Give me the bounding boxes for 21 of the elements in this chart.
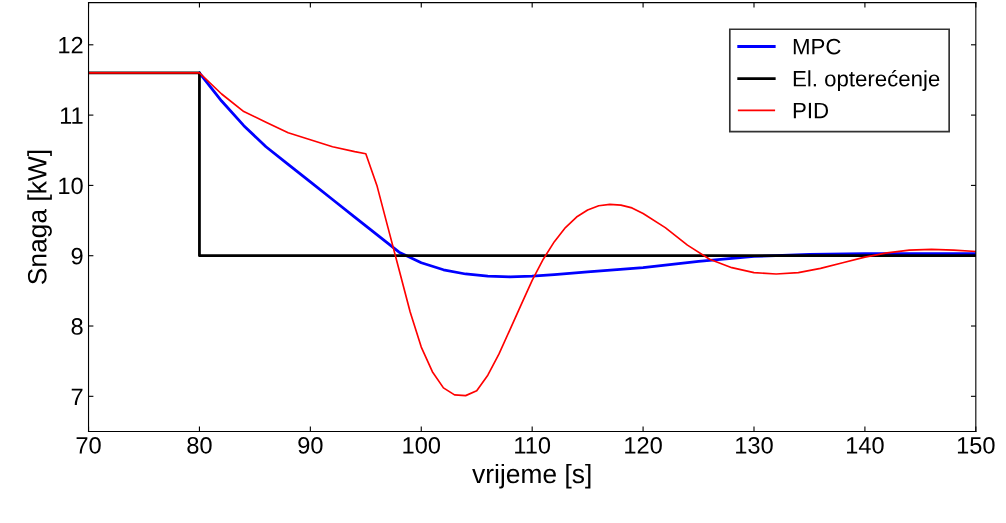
y-tick-label: 7 bbox=[71, 388, 83, 405]
y-tick-label: 11 bbox=[60, 107, 83, 124]
x-tick-label: 80 bbox=[187, 436, 212, 454]
y-tick-label: 9 bbox=[71, 247, 83, 265]
x-tick-label: 100 bbox=[403, 436, 441, 454]
x-tick-label: 90 bbox=[298, 436, 323, 454]
x-axis-title: vrijeme [s] bbox=[472, 463, 591, 489]
legend-label: MPC bbox=[793, 38, 841, 55]
x-tick-label: 130 bbox=[736, 436, 773, 454]
x-tick-label: 140 bbox=[847, 436, 884, 454]
y-axis-title: Snaga [kW] bbox=[27, 150, 52, 285]
x-tick-label: 110 bbox=[515, 436, 551, 454]
legend-label: El. opterećenje bbox=[793, 70, 940, 91]
x-tick-label: 70 bbox=[76, 436, 101, 454]
y-tick-label: 12 bbox=[59, 36, 83, 54]
legend-label: PID bbox=[793, 102, 829, 119]
y-tick-label: 10 bbox=[59, 177, 83, 195]
y-tick-label: 8 bbox=[71, 318, 83, 335]
line-series bbox=[88, 72, 976, 397]
x-tick-label: 150 bbox=[957, 436, 995, 454]
x-tick-label: 120 bbox=[625, 436, 662, 454]
